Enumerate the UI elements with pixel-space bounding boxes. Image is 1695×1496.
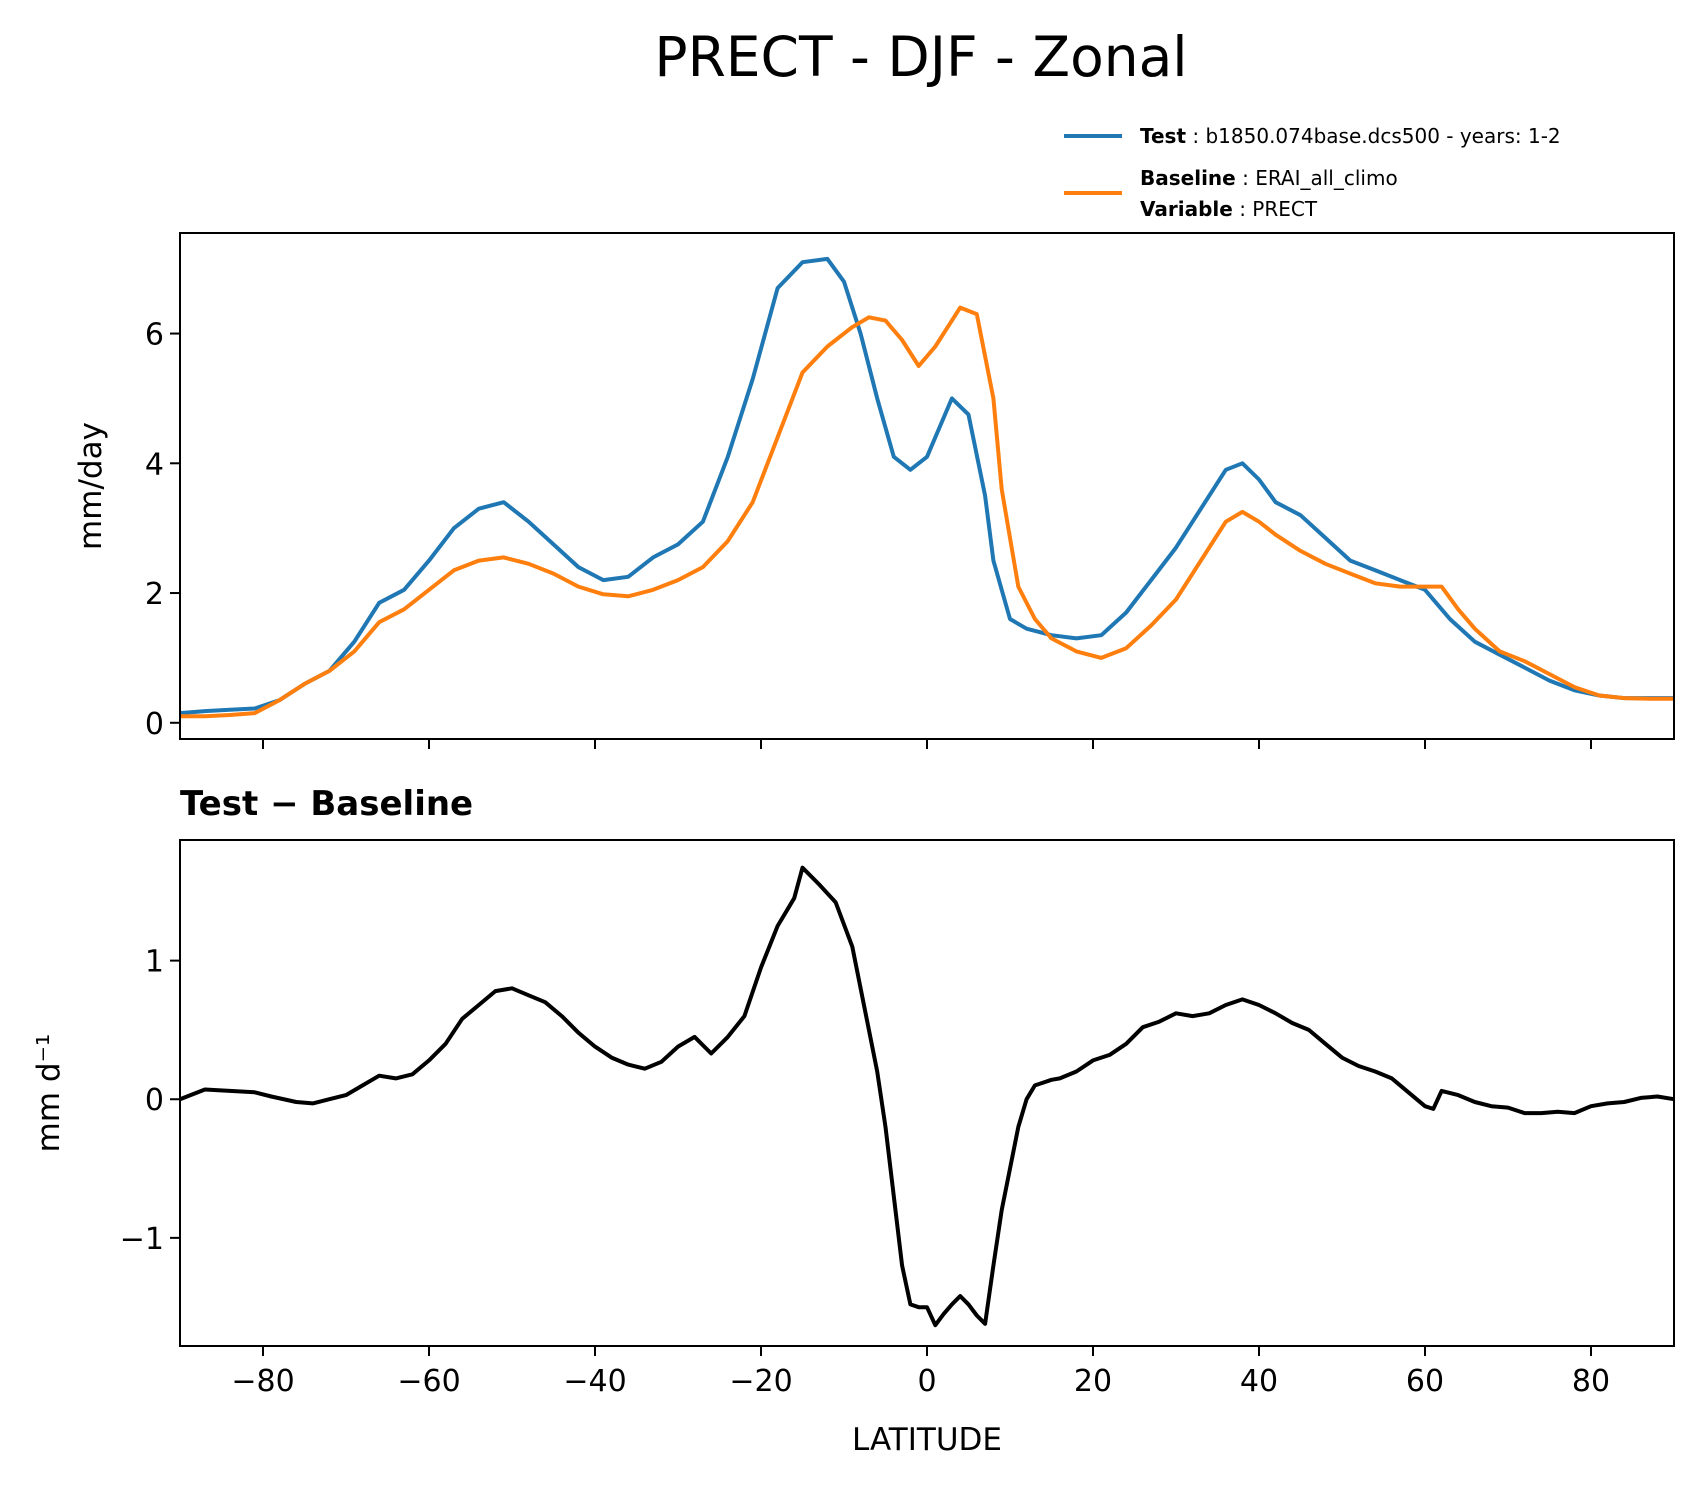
difference-series-group: [179, 865, 1675, 1328]
legend-baseline-key: Baseline: [1140, 166, 1236, 190]
figure-title: PRECT - DJF - Zonal: [654, 25, 1187, 89]
legend-baseline-value: ERAI_all_climo: [1255, 166, 1398, 190]
zonal-mean-y-tick-label: 4: [145, 447, 164, 482]
difference-ticks-group: −80 −60 −40 −20 0 20 40 60 80 −1 0 1: [120, 945, 1610, 1399]
difference-series-line: [179, 865, 1675, 1328]
difference-y-tick-label: 0: [145, 1083, 164, 1118]
x-tick-label: −40: [563, 1364, 626, 1399]
x-tick-label: 20: [1074, 1364, 1112, 1399]
difference-panel: Test − Baseline −80 −60 −40 −20 0 20 40 60 80 −1 0…: [31, 784, 1675, 1458]
difference-panel-title: Test − Baseline: [180, 784, 473, 824]
legend-test-sep: :: [1186, 124, 1205, 148]
legend-test-value: b1850.074base.dcs500 - years: 1-2: [1205, 124, 1560, 148]
x-tick-label: 0: [917, 1364, 936, 1399]
x-tick-label: 40: [1240, 1364, 1278, 1399]
test-series-line: [179, 256, 1674, 716]
legend: Test : b1850.074base.dcs500 - years: 1-2…: [1064, 124, 1561, 221]
difference-plot-frame: [179, 839, 1675, 1347]
x-axis-label: LATITUDE: [852, 1422, 1002, 1458]
legend-variable-key: Variable: [1140, 197, 1233, 221]
legend-baseline-sep: :: [1236, 166, 1255, 190]
svg-text:Test : b1850.074base.dcs500 -: Test : b1850.074base.dcs500 - years: 1-2: [1140, 124, 1561, 148]
x-tick-label: −60: [397, 1364, 460, 1399]
legend-variable-sep: :: [1233, 197, 1252, 221]
zonal-mean-y-tick-label: 2: [145, 577, 164, 612]
svg-text:Variable : PRECT: Variable : PRECT: [1140, 197, 1318, 221]
legend-test-key: Test: [1140, 124, 1186, 148]
x-tick-label: −20: [729, 1364, 792, 1399]
baseline-series-line: [180, 305, 1674, 719]
zonal-mean-plot-frame: [179, 232, 1675, 740]
svg-text:Baseline : ERAI_all_climo: Baseline : ERAI_all_climo: [1140, 166, 1398, 190]
zonal-mean-y-tick-label: 0: [145, 707, 164, 742]
x-tick-label: −80: [231, 1364, 294, 1399]
zonal-mean-panel: 0 2 4 6 mm/day: [73, 232, 1675, 749]
difference-y-tick-label: 1: [145, 945, 164, 980]
zonal-mean-ticks-group: 0 2 4 6: [145, 318, 1592, 749]
difference-y-tick-label: −1: [120, 1222, 164, 1257]
zonal-mean-series-group: [179, 256, 1674, 719]
x-tick-label: 60: [1406, 1364, 1444, 1399]
zonal-mean-ylabel: mm/day: [73, 422, 109, 550]
zonal-mean-y-tick-label: 6: [145, 318, 164, 353]
legend-variable-value: PRECT: [1252, 197, 1318, 221]
difference-ylabel: mm d⁻¹: [31, 1034, 67, 1153]
x-tick-label: 80: [1572, 1364, 1610, 1399]
